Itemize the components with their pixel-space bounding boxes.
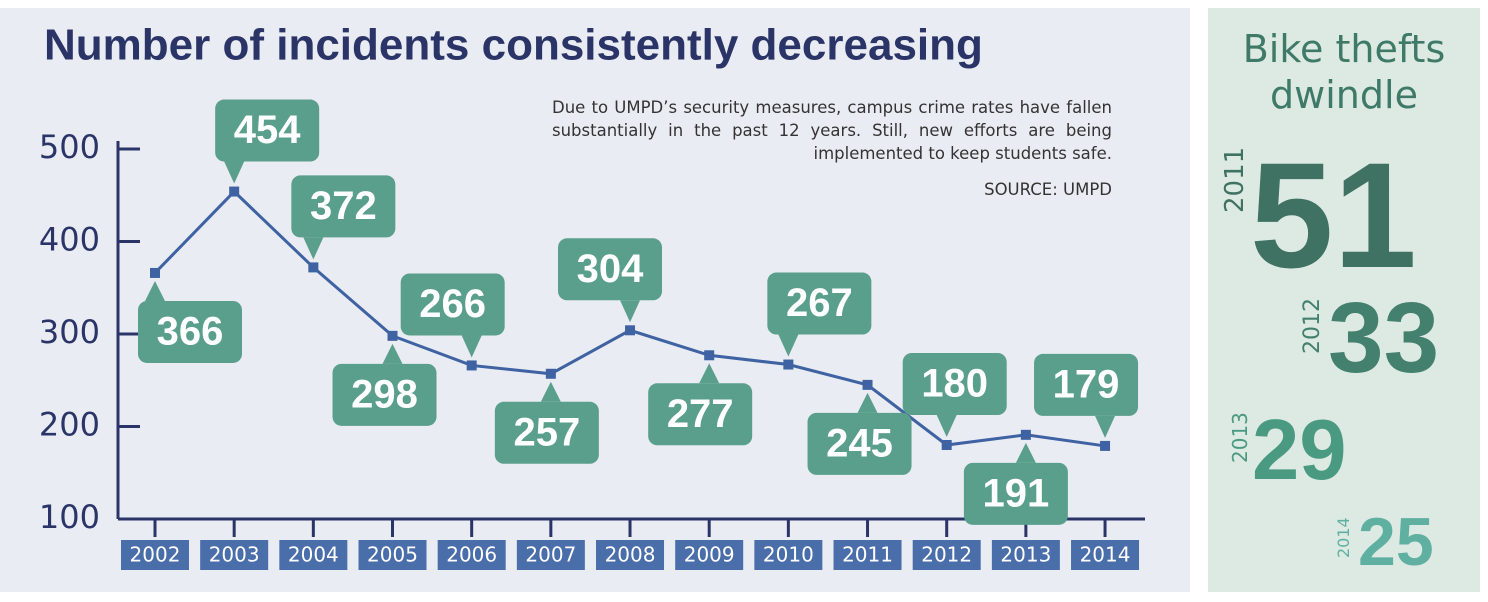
x-label-box <box>437 540 506 570</box>
point <box>862 379 873 390</box>
callout-pointer <box>857 392 878 413</box>
data-label: 298 <box>351 372 418 416</box>
note: Due to UMPD’s security measures, campus … <box>552 98 1112 163</box>
point <box>229 186 240 197</box>
data-label: 179 <box>1053 362 1120 406</box>
callout-box <box>291 175 396 238</box>
x-tick-label: 2002 <box>130 543 181 567</box>
data-label: 180 <box>921 362 988 406</box>
callout-box <box>807 412 912 475</box>
callout-box <box>215 99 320 162</box>
source: SOURCE: UMPD <box>984 180 1112 199</box>
y-tick-label: 100 <box>39 498 100 536</box>
callout-pointer <box>224 161 245 184</box>
callout-box <box>400 273 505 336</box>
x-label-box <box>833 540 902 570</box>
point <box>941 440 952 450</box>
callout-pointer <box>303 237 324 260</box>
point <box>1020 429 1031 440</box>
callout-pointer <box>461 335 482 358</box>
x-tick-label: 2009 <box>684 543 735 567</box>
x-tick-label: 2012 <box>921 543 972 567</box>
data-label: 267 <box>786 281 853 325</box>
sidebar-value: 29 <box>1252 403 1347 498</box>
callout-pointer <box>145 280 165 301</box>
sidebar-title: Bike thefts dwindle <box>1242 27 1446 117</box>
callout-pointer <box>1095 415 1116 438</box>
x-tick-label: 2011 <box>842 543 893 567</box>
x-label-box <box>991 540 1060 570</box>
x-tick-label: 2010 <box>763 543 814 567</box>
callout-pointer <box>778 334 799 357</box>
point <box>545 368 556 379</box>
callout-box <box>648 383 753 446</box>
callout-box <box>332 363 437 426</box>
data-label: 372 <box>310 184 377 228</box>
y-tick-label: 500 <box>39 128 100 166</box>
x-label-box <box>279 540 348 570</box>
x-label-box <box>358 540 427 570</box>
point <box>387 330 398 341</box>
y-tick-label: 200 <box>39 406 100 444</box>
data-label: 454 <box>234 108 301 152</box>
callout-box <box>138 300 242 363</box>
point <box>704 350 715 361</box>
callout-pointer <box>382 343 403 364</box>
sidebar-value: 25 <box>1358 504 1434 580</box>
sidebar-year: 2014 <box>1334 517 1353 558</box>
point <box>783 359 794 370</box>
x-tick-label: 2003 <box>209 543 260 567</box>
x-tick-label: 2013 <box>1000 543 1051 567</box>
data-label: 191 <box>982 471 1049 515</box>
sidebar: Bike thefts dwindle 2011 51 2012 33 2013… <box>1208 8 1480 592</box>
x-label-box <box>754 540 823 570</box>
callout-pointer <box>936 415 957 437</box>
chart-title: Number of incidents consistently decreas… <box>44 21 983 70</box>
callout-box <box>963 462 1068 525</box>
sidebar-year: 2012 <box>1300 298 1325 354</box>
sidebar-value: 51 <box>1250 131 1417 299</box>
x-tick-label: 2008 <box>605 543 656 567</box>
x-label-box <box>912 540 981 570</box>
callout-box <box>558 238 663 301</box>
callout-box <box>494 401 599 464</box>
chart: Number of incidents consistently decreas… <box>0 8 1190 592</box>
sidebar-value: 33 <box>1328 282 1440 394</box>
x-label-box <box>121 540 189 570</box>
x-tick-label: 2007 <box>525 543 576 567</box>
sidebar-year: 2011 <box>1220 146 1250 213</box>
data-label: 245 <box>826 421 893 465</box>
point <box>625 325 636 336</box>
callout-box <box>1034 353 1139 416</box>
data-label: 366 <box>157 310 224 354</box>
callout-pointer <box>1015 442 1036 463</box>
x-tick-label: 2005 <box>367 543 418 567</box>
x-tick-label: 2004 <box>288 543 339 567</box>
y-tick-label: 400 <box>39 221 100 259</box>
point <box>150 267 160 278</box>
point <box>1100 440 1111 451</box>
callout-box <box>902 353 1007 415</box>
callout-pointer <box>699 363 720 384</box>
data-label: 257 <box>513 410 580 454</box>
point <box>308 262 319 273</box>
x-tick-label: 2006 <box>446 543 497 567</box>
point <box>466 360 477 371</box>
x-label-box <box>516 540 585 570</box>
x-label-box <box>675 540 744 570</box>
data-label: 277 <box>667 392 734 436</box>
callout-box <box>767 272 872 335</box>
sidebar-year: 2013 <box>1228 412 1252 463</box>
x-label-box <box>1071 540 1140 570</box>
x-tick-label: 2014 <box>1080 543 1131 567</box>
x-label-box <box>596 540 665 570</box>
data-label: 266 <box>419 282 486 326</box>
data-label: 304 <box>577 247 644 291</box>
x-label-box <box>200 540 269 570</box>
y-tick-label: 300 <box>39 313 100 351</box>
callout-pointer <box>620 300 641 323</box>
callout-pointer <box>540 381 561 402</box>
